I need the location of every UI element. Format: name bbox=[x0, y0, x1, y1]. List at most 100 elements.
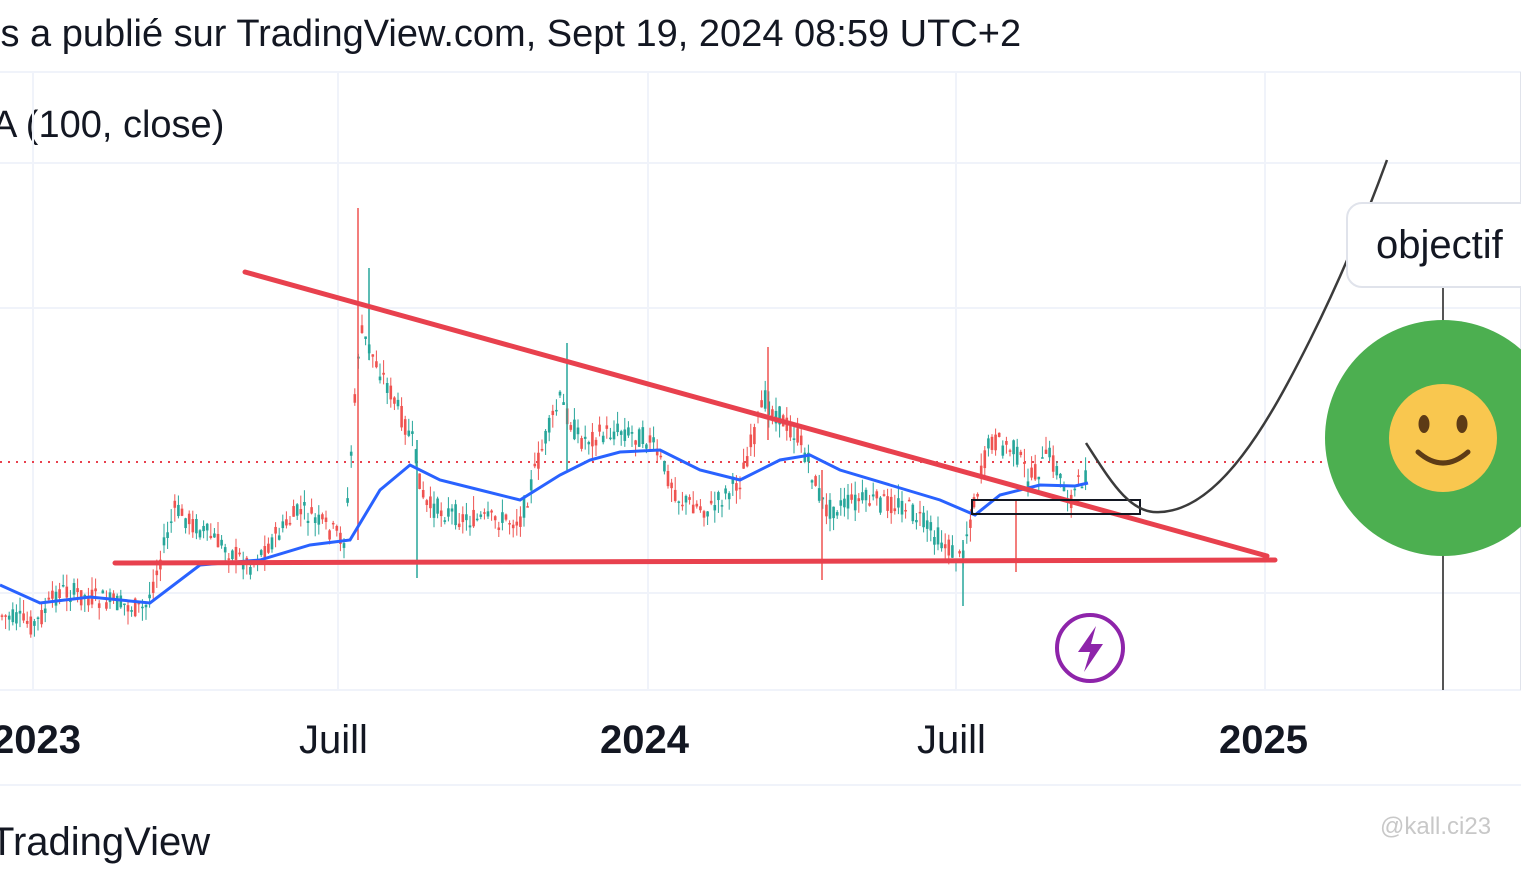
candle-body bbox=[997, 432, 1001, 437]
candle-body bbox=[1059, 473, 1062, 479]
candle-body bbox=[22, 613, 25, 621]
publish-info: is a publié sur TradingView.com, Sept 19… bbox=[0, 13, 1022, 55]
candle-body bbox=[101, 590, 105, 594]
candle-body bbox=[349, 451, 353, 456]
candle-body bbox=[198, 530, 202, 538]
candle-body bbox=[169, 521, 173, 523]
candle-body bbox=[979, 465, 983, 478]
candle-body bbox=[285, 519, 288, 526]
candle-body bbox=[1001, 445, 1005, 456]
candle-body bbox=[1015, 446, 1019, 465]
candle-body bbox=[925, 520, 929, 529]
candle-body bbox=[720, 505, 724, 507]
candle-body bbox=[965, 534, 969, 537]
candle-body bbox=[699, 506, 702, 511]
candle-body bbox=[382, 372, 385, 375]
candle-body bbox=[274, 526, 277, 534]
candle-body bbox=[929, 522, 933, 531]
candle-body bbox=[36, 617, 40, 620]
candle-body bbox=[666, 470, 670, 487]
candle-body bbox=[875, 491, 879, 499]
candle-body bbox=[598, 424, 601, 432]
candle-body bbox=[184, 518, 187, 529]
candle-body bbox=[1051, 455, 1055, 472]
candle-body bbox=[378, 376, 382, 381]
candle-body bbox=[540, 448, 544, 451]
candle-body bbox=[727, 493, 731, 500]
candle-body bbox=[760, 400, 763, 408]
candle-body bbox=[555, 409, 558, 412]
candle-body bbox=[749, 434, 753, 448]
candle-body bbox=[850, 494, 853, 500]
candle-body bbox=[400, 405, 403, 428]
x-tick-label: Juill bbox=[299, 718, 368, 762]
candle-body bbox=[313, 517, 317, 524]
candle-body bbox=[810, 480, 814, 483]
candle-body bbox=[94, 588, 97, 592]
candle-body bbox=[1084, 470, 1087, 485]
candle-body bbox=[648, 435, 652, 443]
candle-body bbox=[630, 432, 634, 434]
candle-body bbox=[659, 455, 663, 458]
x-tick-label: 2025 bbox=[1219, 718, 1308, 762]
candle-body bbox=[994, 434, 997, 451]
candle-body bbox=[1055, 466, 1059, 476]
candle-body bbox=[486, 511, 490, 517]
candle-body bbox=[468, 525, 472, 528]
candle-body bbox=[403, 419, 407, 435]
candle-body bbox=[439, 510, 443, 517]
candle-body bbox=[331, 522, 335, 525]
candle-body bbox=[893, 508, 897, 512]
candle-body bbox=[425, 500, 429, 506]
candle-body bbox=[990, 436, 994, 450]
candle-body bbox=[335, 526, 339, 531]
candle-body bbox=[443, 520, 447, 522]
candle-body bbox=[393, 397, 396, 404]
candle-body bbox=[594, 439, 598, 446]
candle-body bbox=[940, 542, 943, 549]
candle-body bbox=[216, 533, 220, 548]
candle-body bbox=[155, 570, 159, 576]
candle-body bbox=[717, 492, 720, 501]
indicator-legend[interactable]: A (100, close) bbox=[0, 104, 225, 146]
candle-body bbox=[663, 460, 666, 472]
candle-body bbox=[360, 325, 364, 333]
candle-body bbox=[1041, 457, 1044, 459]
candle-body bbox=[889, 496, 893, 514]
candle-body bbox=[259, 550, 263, 556]
candle-body bbox=[623, 429, 627, 441]
candle-body bbox=[911, 504, 915, 522]
candle-body bbox=[429, 496, 432, 509]
candle-body bbox=[299, 509, 303, 515]
candle-body bbox=[61, 585, 65, 587]
candle-body bbox=[7, 615, 11, 620]
candle-body bbox=[281, 521, 285, 529]
candle-body bbox=[108, 592, 112, 603]
candle-body bbox=[267, 543, 270, 553]
candle-body bbox=[807, 452, 810, 462]
candle-body bbox=[69, 600, 72, 603]
candle-body bbox=[573, 419, 576, 440]
candle-body bbox=[148, 594, 151, 599]
candle-body bbox=[670, 482, 673, 489]
candle-body bbox=[767, 401, 771, 415]
candle-body bbox=[864, 489, 868, 501]
candle-body bbox=[537, 452, 540, 469]
x-tick-label: Juill bbox=[917, 718, 986, 762]
candle-body bbox=[601, 435, 605, 443]
candle-body bbox=[569, 425, 573, 430]
candle-body bbox=[821, 497, 825, 500]
candle-body bbox=[933, 536, 936, 545]
candle-body bbox=[533, 463, 537, 467]
candle-body bbox=[529, 479, 533, 491]
candle-body bbox=[681, 504, 684, 507]
candle-body bbox=[738, 487, 742, 490]
candle-body bbox=[461, 514, 465, 523]
candle-body bbox=[421, 489, 425, 498]
candle-body bbox=[551, 410, 555, 416]
candle-body bbox=[454, 504, 457, 526]
candle-body bbox=[508, 523, 511, 525]
candle-body bbox=[457, 523, 461, 528]
candle-body bbox=[54, 591, 58, 606]
candle-body bbox=[33, 621, 36, 626]
